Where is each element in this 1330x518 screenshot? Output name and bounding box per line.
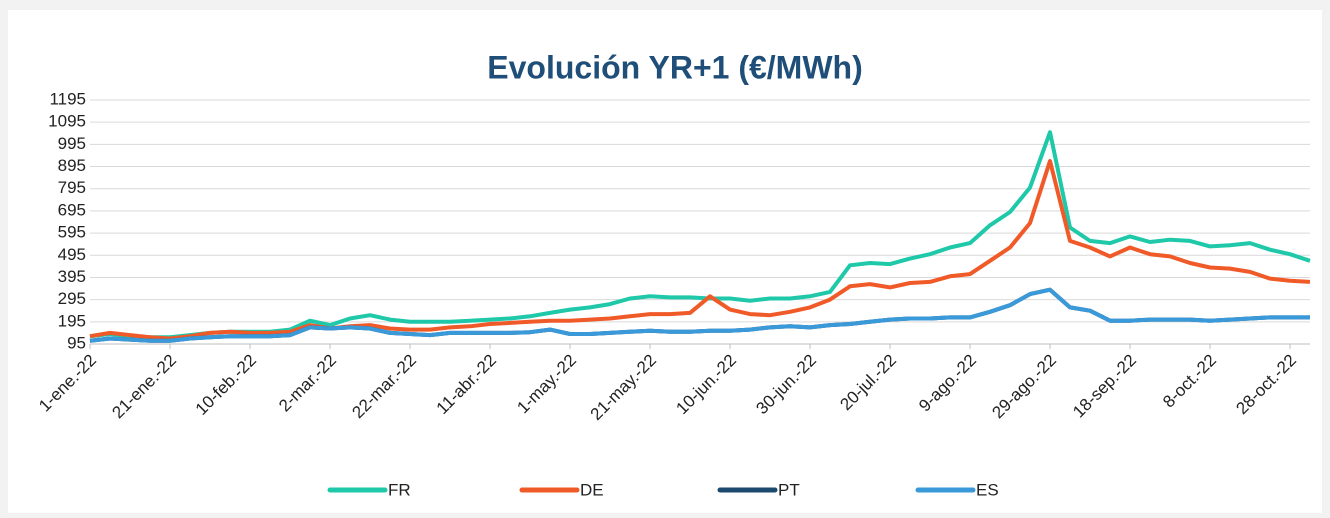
legend-label: FR (388, 480, 411, 499)
series-line (89, 159, 1311, 341)
y-tick-label: 895 (58, 156, 86, 175)
y-tick-label: 695 (58, 200, 86, 219)
series-line (89, 130, 1311, 340)
legend-label: ES (976, 480, 999, 499)
card (8, 10, 1322, 513)
y-tick-label: 595 (58, 223, 86, 242)
y-tick-label: 95 (67, 333, 86, 352)
y-tick-label: 295 (58, 289, 86, 308)
y-tick-label: 1195 (49, 89, 86, 108)
y-tick-label: 995 (58, 134, 86, 153)
y-tick-label: 195 (58, 311, 86, 330)
y-tick-label: 795 (58, 178, 86, 197)
chart-title: Evolución YR+1 (€/MWh) (487, 49, 862, 85)
y-tick-label: 395 (58, 267, 86, 286)
y-tick-label: 495 (58, 245, 86, 264)
series-line (89, 287, 1310, 343)
legend-label: PT (778, 480, 800, 499)
y-tick-label: 1095 (48, 112, 86, 131)
legend-label: DE (580, 480, 604, 499)
